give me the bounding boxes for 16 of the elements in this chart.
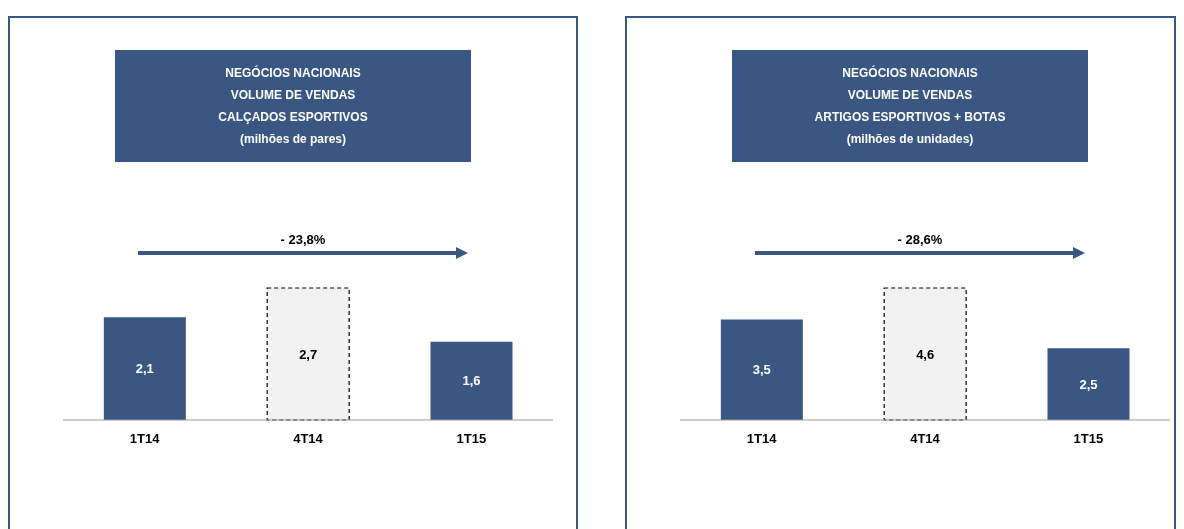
data-label: 3,5: [752, 362, 771, 378]
data-label: 2,1: [135, 361, 154, 377]
chart-title: NEGÓCIOS NACIONAIS VOLUME DE VENDAS ARTIGOS ESPORTIVOS + BOTAS (milhões de unidades): [732, 50, 1088, 162]
x-tick-label: 4T14: [910, 431, 941, 447]
x-tick-label: 1T14: [129, 431, 161, 447]
data-label: 2,5: [1079, 376, 1098, 392]
text: - 28,6%: [896, 232, 944, 247]
data-label: 4,6: [916, 346, 935, 362]
text: - 23,8%: [279, 232, 327, 247]
x-tick-label: 1T15: [1073, 431, 1104, 447]
x-tick-label: 1T15: [456, 431, 487, 447]
x-tick-label: 4T14: [293, 431, 324, 447]
chart-title: NEGÓCIOS NACIONAIS VOLUME DE VENDAS CALÇADOS ESPORTIVOS (milhões de pares): [115, 50, 471, 162]
x-tick-label: 1T14: [746, 431, 778, 447]
data-label: 1,6: [462, 373, 481, 389]
data-label: 2,7: [299, 346, 318, 362]
